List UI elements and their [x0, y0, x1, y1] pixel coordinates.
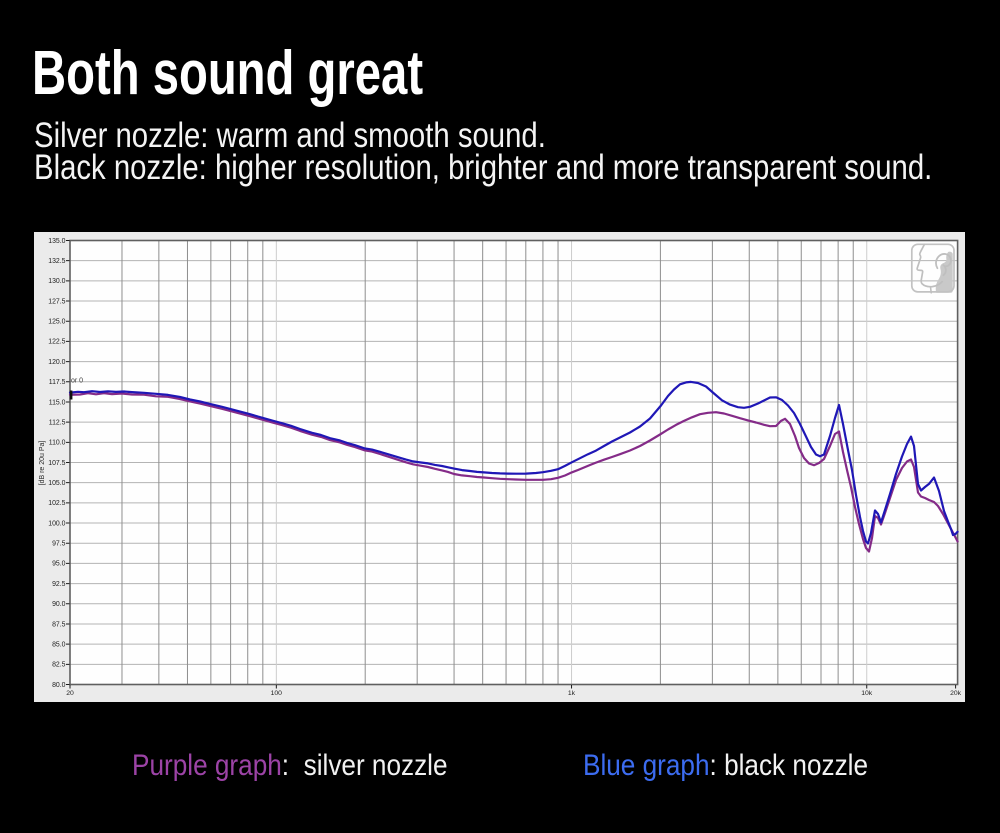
svg-text:130.0: 130.0 [48, 278, 65, 285]
svg-text:20k: 20k [950, 690, 962, 697]
svg-text:110.0: 110.0 [49, 440, 66, 447]
svg-text:115.0: 115.0 [49, 399, 66, 406]
svg-text:100.0: 100.0 [48, 520, 65, 527]
svg-text:102.5: 102.5 [48, 500, 65, 507]
svg-text:95.0: 95.0 [52, 561, 66, 568]
svg-text:97.5: 97.5 [52, 541, 66, 548]
svg-text:87.5: 87.5 [52, 621, 66, 628]
svg-text:112.5: 112.5 [49, 419, 66, 426]
svg-text:122.5: 122.5 [48, 339, 65, 346]
svg-text:80.0: 80.0 [52, 682, 66, 689]
svg-text:120.0: 120.0 [48, 359, 65, 366]
svg-text:92.5: 92.5 [52, 581, 66, 588]
svg-text:10k: 10k [861, 690, 873, 697]
svg-text:[dB re 20u Pa]: [dB re 20u Pa] [39, 441, 46, 486]
svg-text:107.5: 107.5 [48, 460, 65, 467]
svg-text:20: 20 [66, 690, 74, 697]
svg-text:135.0: 135.0 [48, 238, 65, 245]
svg-text:100: 100 [271, 690, 283, 697]
svg-text:90.0: 90.0 [52, 601, 66, 608]
svg-text:1k: 1k [568, 690, 576, 697]
svg-text:132.5: 132.5 [48, 258, 65, 265]
svg-text:127.5: 127.5 [48, 298, 65, 305]
svg-text:117.5: 117.5 [49, 379, 66, 386]
svg-text:85.0: 85.0 [52, 641, 66, 648]
svg-text:82.5: 82.5 [52, 662, 66, 669]
svg-text:125.0: 125.0 [48, 319, 65, 326]
svg-text:or 0: or 0 [71, 378, 83, 385]
svg-text:105.0: 105.0 [48, 480, 65, 487]
